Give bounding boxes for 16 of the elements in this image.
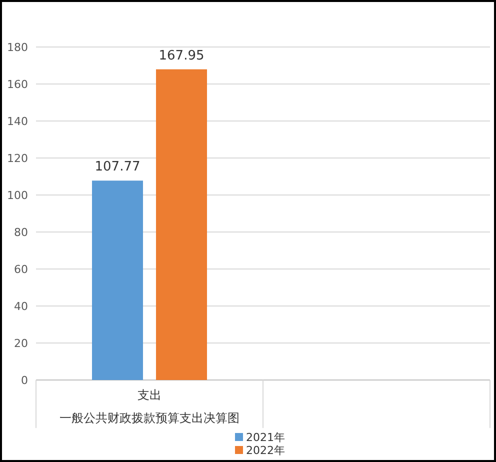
- legend-label: 2021年: [246, 431, 285, 444]
- y-tick-label: 0: [21, 374, 28, 387]
- y-tick-label: 60: [14, 263, 28, 276]
- y-tick-label: 80: [14, 226, 28, 239]
- x-tick-label: 支出: [138, 388, 162, 402]
- y-tick-label: 120: [7, 152, 28, 165]
- y-tick-label: 160: [7, 78, 28, 91]
- y-tick-label: 180: [7, 41, 28, 54]
- y-tick-label: 20: [14, 337, 28, 350]
- x-axis-title: 一般公共财政拨款预算支出决算图: [60, 411, 240, 425]
- data-label: 167.95: [158, 48, 204, 64]
- y-tick-label: 40: [14, 300, 28, 313]
- legend-label: 2022年: [246, 444, 285, 457]
- data-label: 107.77: [94, 160, 140, 175]
- y-tick-label: 100: [7, 189, 28, 202]
- y-tick-label: 140: [7, 115, 28, 128]
